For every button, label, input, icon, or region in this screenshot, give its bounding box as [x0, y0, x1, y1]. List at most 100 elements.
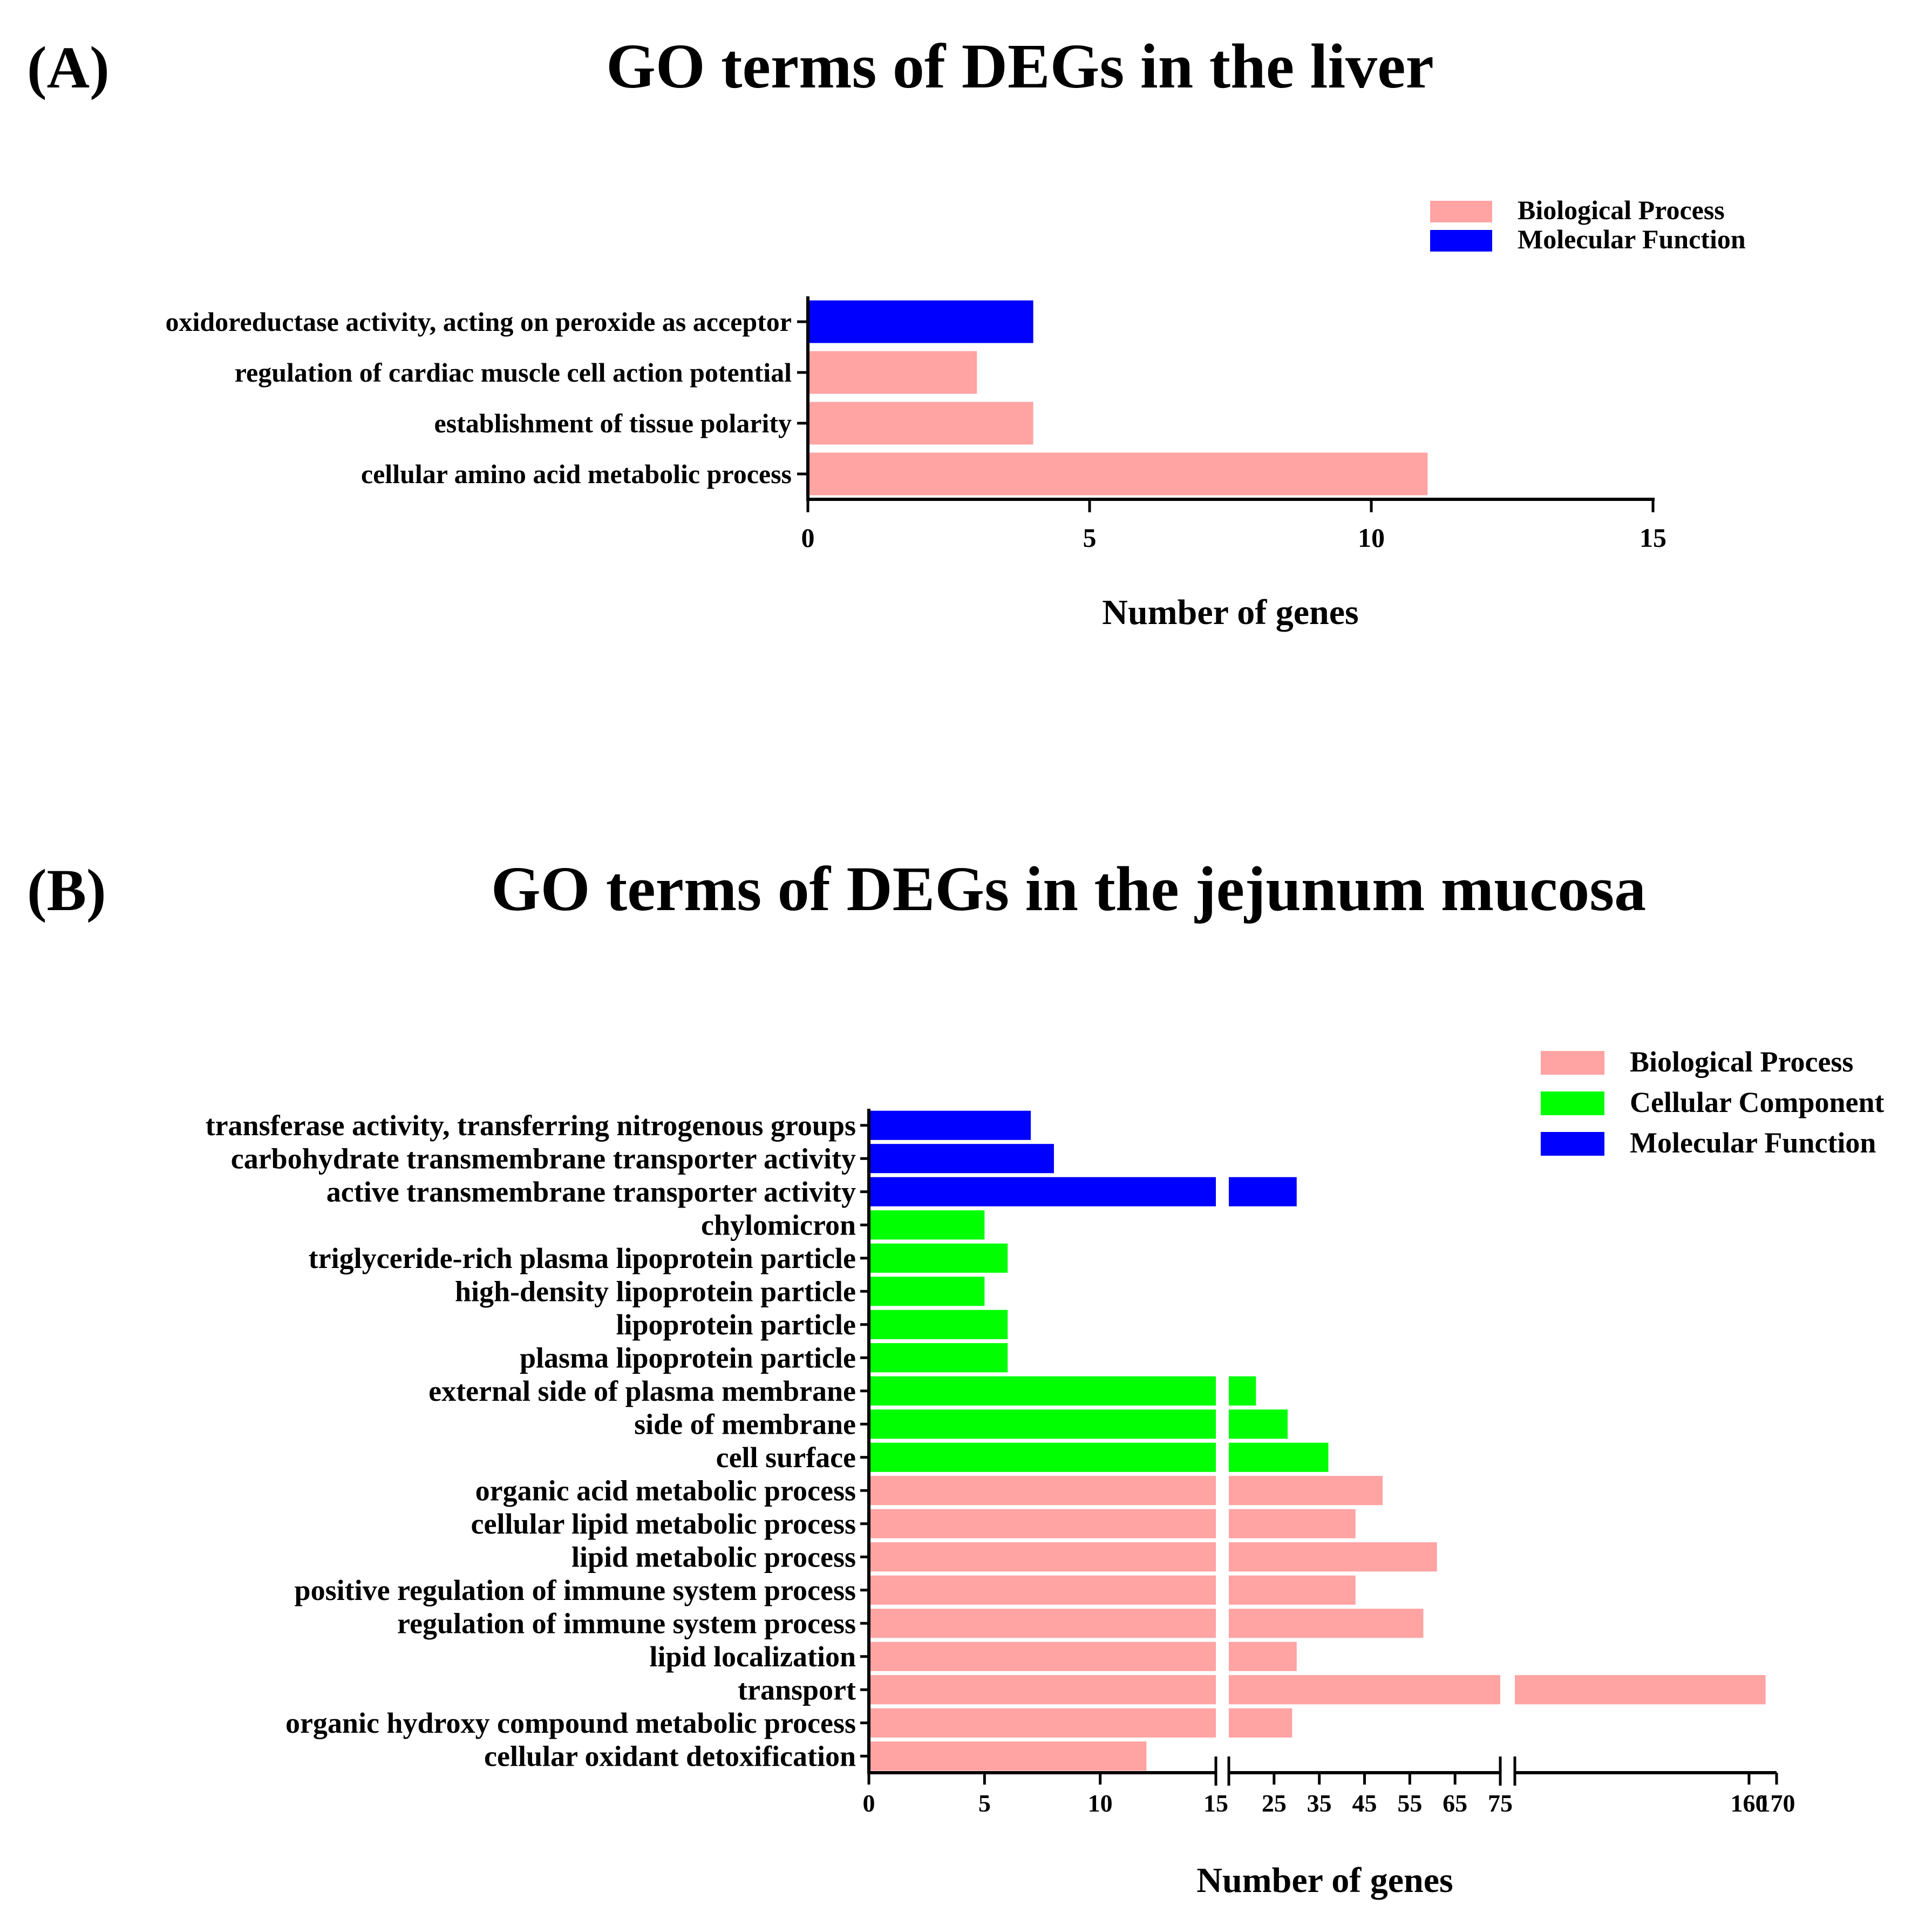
legend-swatch-cellular-component [1541, 1091, 1604, 1115]
category-label: organic hydroxy compound metabolic proce… [285, 1707, 856, 1739]
panel-a-label: (A) [27, 35, 110, 100]
bar-positive-regulation-of-immune-system-process [870, 1575, 1216, 1605]
category-label: cellular oxidant detoxification [484, 1740, 856, 1772]
bar-regulation-of-immune-system-process [870, 1609, 1216, 1638]
category-label: carbohydrate transmembrane transporter a… [231, 1142, 856, 1175]
category-label: cell surface [716, 1441, 856, 1474]
bar-side-of-membrane-segment-2 [1229, 1409, 1288, 1439]
bar-organic-acid-metabolic-process [870, 1476, 1216, 1505]
x-tick-label: 55 [1397, 1789, 1422, 1817]
panel-b: (B) GO terms of DEGs in the jejunum muco… [27, 853, 1885, 1900]
category-label: positive regulation of immune system pro… [295, 1574, 856, 1606]
panel-b-category-labels: transferase activity, transferring nitro… [206, 1109, 856, 1773]
legend-label: Biological Process [1630, 1046, 1853, 1078]
panel-b-bars [870, 1110, 1766, 1771]
bar-regulation-of-immune-system-process-segment-2 [1229, 1609, 1424, 1638]
x-tick-label: 5 [1083, 523, 1097, 553]
bar-plasma-lipoprotein-particle [870, 1343, 1008, 1373]
x-tick-label: 75 [1488, 1789, 1513, 1817]
bar-high-density-lipoprotein-particle [870, 1277, 985, 1306]
category-label: establishment of tissue polarity [434, 408, 792, 438]
x-tick-label: 0 [863, 1789, 875, 1817]
bar-external-side-of-plasma-membrane [870, 1376, 1216, 1406]
panel-a-category-labels: oxidoreductase activity, acting on perox… [165, 307, 792, 489]
bar-carbohydrate-transmembrane-transporter-activity [870, 1144, 1054, 1174]
panel-a-x-axis-title: Number of genes [1102, 593, 1358, 632]
category-label: plasma lipoprotein particle [520, 1341, 856, 1374]
bar-establishment-of-tissue-polarity [809, 402, 1033, 445]
bar-cellular-amino-acid-metabolic-process [809, 452, 1428, 496]
bar-transport-segment-3 [1515, 1675, 1766, 1705]
category-label: transport [738, 1673, 856, 1706]
x-tick-label: 15 [1203, 1789, 1228, 1817]
x-tick-label: 5 [978, 1789, 991, 1817]
category-label: high-density lipoprotein particle [455, 1275, 856, 1307]
bar-triglyceride-rich-plasma-lipoprotein-particle [870, 1243, 1008, 1273]
category-label: cellular lipid metabolic process [471, 1508, 856, 1540]
bar-active-transmembrane-transporter-activity [870, 1177, 1216, 1206]
legend-swatch-molecular-function [1541, 1132, 1604, 1156]
category-label: transferase activity, transferring nitro… [206, 1109, 856, 1142]
bar-organic-hydroxy-compound-metabolic-process [870, 1708, 1216, 1738]
x-tick-label: 45 [1352, 1789, 1377, 1817]
category-label: active transmembrane transporter activit… [326, 1176, 856, 1208]
legend-swatch-biological-process [1430, 201, 1492, 222]
category-label: regulation of immune system process [397, 1607, 856, 1639]
x-tick-label: 10 [1358, 523, 1385, 553]
panel-b-x-axis-title: Number of genes [1196, 1861, 1453, 1900]
bar-cellular-oxidant-detoxification [870, 1741, 1147, 1771]
bar-lipid-metabolic-process [870, 1542, 1216, 1572]
bar-transport-segment-2 [1229, 1675, 1500, 1705]
panel-a-axes: 0 5 10 15 [797, 296, 1666, 553]
bar-lipid-localization-segment-2 [1229, 1642, 1297, 1671]
x-tick-label: 10 [1088, 1789, 1113, 1817]
legend-swatch-molecular-function [1430, 230, 1492, 252]
bar-cellular-lipid-metabolic-process [870, 1509, 1216, 1538]
category-label: regulation of cardiac muscle cell action… [235, 357, 792, 388]
bar-organic-acid-metabolic-process-segment-2 [1229, 1476, 1383, 1505]
bar-cell-surface-segment-2 [1229, 1442, 1329, 1472]
category-label: oxidoreductase activity, acting on perox… [165, 307, 792, 337]
bar-organic-hydroxy-compound-metabolic-process-segment-2 [1229, 1708, 1292, 1738]
category-label: lipid metabolic process [572, 1541, 856, 1573]
panel-a-bars [809, 300, 1428, 496]
category-label: side of membrane [634, 1408, 856, 1440]
bar-transport [870, 1675, 1216, 1705]
bar-transferase-activity-transferring-nitrogenous-groups [870, 1110, 1031, 1140]
bar-positive-regulation-of-immune-system-process-segment-2 [1229, 1575, 1356, 1605]
category-label: lipid localization [649, 1640, 856, 1673]
panel-a: (A) GO terms of DEGs in the liver Biolog… [27, 31, 1746, 632]
bar-active-transmembrane-transporter-activity-segment-2 [1229, 1177, 1297, 1206]
panel-a-title: GO terms of DEGs in the liver [606, 31, 1434, 101]
category-label: external side of plasma membrane [428, 1375, 856, 1407]
x-tick-label: 35 [1307, 1789, 1332, 1817]
bar-lipid-metabolic-process-segment-2 [1229, 1542, 1437, 1572]
bar-oxidoreductase-activity-acting-on-peroxide-as-acceptor [809, 300, 1033, 343]
category-label: organic acid metabolic process [475, 1474, 856, 1507]
x-tick-label: 0 [801, 523, 815, 553]
legend-label: Biological Process [1518, 195, 1725, 225]
x-tick-label: 160 [1730, 1789, 1767, 1817]
x-tick-label: 25 [1262, 1789, 1287, 1817]
bar-external-side-of-plasma-membrane-segment-2 [1229, 1376, 1256, 1406]
category-label: chylomicron [701, 1209, 856, 1241]
category-label: triglyceride-rich plasma lipoprotein par… [309, 1242, 856, 1274]
panel-b-title: GO terms of DEGs in the jejunum mucosa [491, 853, 1646, 924]
bar-side-of-membrane [870, 1409, 1216, 1439]
x-tick-label: 170 [1758, 1789, 1795, 1817]
bar-lipid-localization [870, 1642, 1216, 1671]
bar-cellular-lipid-metabolic-process-segment-2 [1229, 1509, 1356, 1538]
category-label: lipoprotein particle [616, 1308, 856, 1341]
legend-label: Molecular Function [1518, 224, 1746, 254]
bar-cell-surface [870, 1442, 1216, 1472]
legend-swatch-biological-process [1541, 1051, 1604, 1075]
panel-b-legend: Biological Process Cellular Component Mole… [1541, 1046, 1885, 1159]
panel-b-label: (B) [27, 857, 106, 923]
x-tick-label: 65 [1443, 1789, 1467, 1817]
legend-label: Molecular Function [1630, 1127, 1876, 1159]
bar-lipoprotein-particle [870, 1310, 1008, 1339]
legend-label: Cellular Component [1630, 1086, 1885, 1118]
